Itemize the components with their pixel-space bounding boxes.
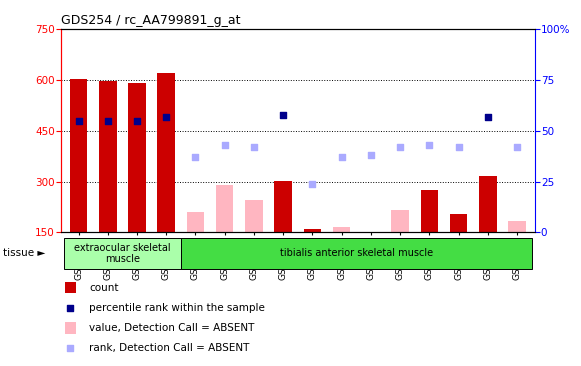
Text: GDS254 / rc_AA799891_g_at: GDS254 / rc_AA799891_g_at — [61, 14, 241, 27]
Bar — [70, 79, 87, 232]
Point — [454, 144, 463, 150]
Bar — [157, 72, 175, 232]
Bar — [479, 176, 497, 232]
Point — [483, 114, 493, 120]
Point — [512, 144, 522, 150]
Point — [425, 142, 434, 148]
Point — [132, 118, 142, 124]
Bar — [333, 227, 350, 232]
Text: rank, Detection Call = ABSENT: rank, Detection Call = ABSENT — [89, 343, 250, 353]
Bar — [128, 83, 146, 232]
Text: count: count — [89, 283, 119, 293]
Point — [337, 154, 346, 160]
Bar — [508, 221, 526, 232]
Bar — [304, 229, 321, 232]
Text: percentile rank within the sample: percentile rank within the sample — [89, 303, 266, 313]
Bar — [274, 180, 292, 232]
Text: extraocular skeletal
muscle: extraocular skeletal muscle — [74, 243, 171, 264]
Bar — [421, 190, 438, 232]
Text: tibialis anterior skeletal muscle: tibialis anterior skeletal muscle — [279, 249, 433, 258]
Point — [74, 118, 83, 124]
Point — [220, 142, 229, 148]
Bar — [64, 238, 181, 269]
Text: tissue ►: tissue ► — [3, 249, 45, 258]
Point — [308, 181, 317, 187]
Bar — [65, 322, 76, 334]
Point — [396, 144, 405, 150]
Bar — [450, 214, 467, 232]
Bar — [391, 210, 409, 232]
Bar — [181, 238, 532, 269]
Point — [366, 152, 375, 158]
Point — [278, 112, 288, 117]
Point — [249, 144, 259, 150]
Bar — [99, 81, 117, 232]
Point — [191, 154, 200, 160]
Point — [103, 118, 112, 124]
Bar — [216, 185, 234, 232]
Bar — [245, 200, 263, 232]
Point — [162, 114, 171, 120]
Bar — [187, 212, 205, 232]
Text: value, Detection Call = ABSENT: value, Detection Call = ABSENT — [89, 323, 255, 333]
Bar — [65, 282, 76, 294]
Point — [379, 220, 389, 226]
